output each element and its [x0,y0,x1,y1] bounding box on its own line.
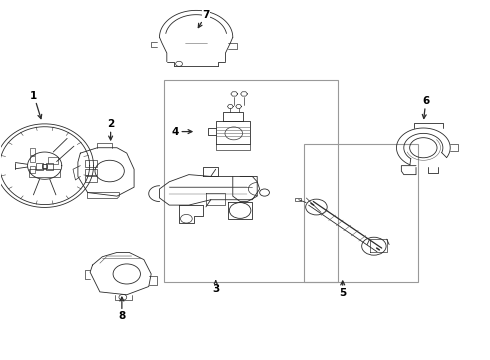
Bar [42,164,47,167]
Text: 2: 2 [107,120,114,140]
Bar [30,166,35,173]
Bar [48,157,58,164]
Text: 3: 3 [212,281,220,294]
Text: 5: 5 [339,281,346,298]
Bar [29,169,60,177]
Bar [36,163,43,170]
Text: 8: 8 [118,297,125,321]
Bar [85,176,98,182]
Bar [47,163,53,170]
Bar [30,148,35,155]
Bar [295,198,301,201]
Bar [164,80,338,282]
Text: 7: 7 [198,10,210,28]
Text: 4: 4 [172,127,192,136]
Bar [85,169,98,175]
Text: 1: 1 [30,91,42,119]
Bar [85,159,98,167]
Bar [30,156,35,162]
Bar [304,144,418,282]
Text: 6: 6 [422,96,429,118]
